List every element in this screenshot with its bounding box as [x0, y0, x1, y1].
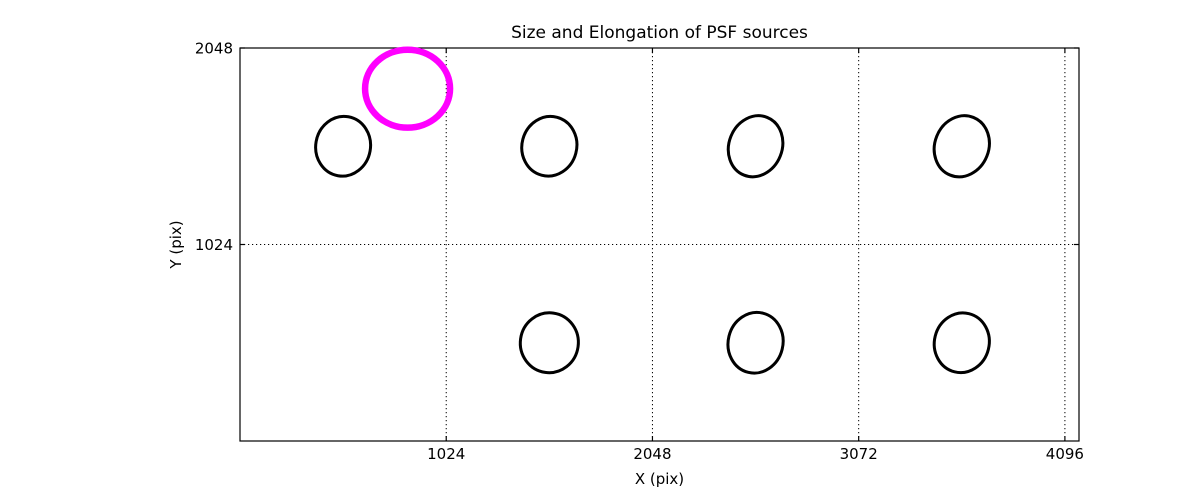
x-axis-label: X (pix) — [635, 470, 684, 488]
chart-title: Size and Elongation of PSF sources — [511, 23, 808, 43]
psf-ellipse — [726, 114, 785, 179]
y-tick-label: 2048 — [195, 40, 233, 58]
grid-layer — [240, 47, 1079, 441]
psf-ellipse-layer — [314, 46, 991, 375]
psf-ellipse — [314, 114, 373, 178]
psf-ellipse — [932, 114, 991, 179]
y-tick-label: 1024 — [195, 236, 233, 254]
tick-layer — [240, 47, 1079, 441]
y-axis-label: Y (pix) — [167, 220, 185, 269]
x-tick-label: 1024 — [427, 445, 465, 463]
psf-ellipse — [932, 311, 991, 375]
psf-ellipse — [726, 310, 785, 375]
highlighted-psf-ellipse — [361, 46, 454, 131]
psf-ellipse — [520, 114, 579, 178]
x-tick-label: 4096 — [1046, 445, 1084, 463]
tick-labels: 1024 2048 3072 4096 1024 2048 — [195, 40, 1084, 464]
x-tick-label: 2048 — [633, 445, 671, 463]
psf-ellipse — [518, 311, 580, 375]
x-tick-label: 3072 — [840, 445, 878, 463]
